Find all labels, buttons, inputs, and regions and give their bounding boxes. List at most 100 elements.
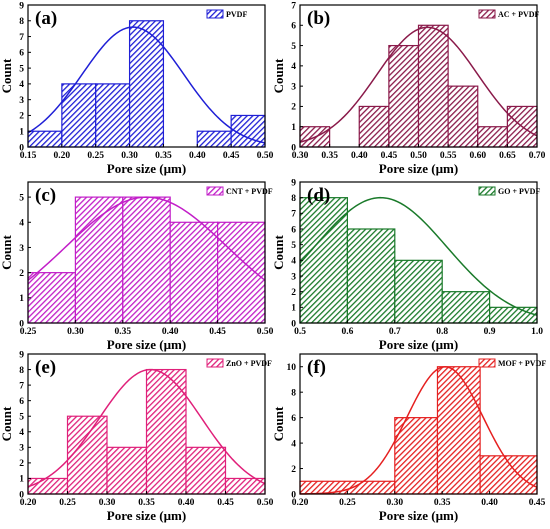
y-tick-label: 1: [291, 123, 296, 133]
panel-label: (c): [35, 185, 56, 206]
y-tick-label: 3: [19, 96, 24, 106]
histogram-bar: [185, 446, 227, 495]
y-tick-label: 4: [291, 62, 296, 72]
y-tick-label: 7: [291, 1, 296, 11]
y-tick-label: 9: [19, 1, 24, 11]
y-tick-label: 0: [19, 319, 24, 329]
histogram-bar: [417, 24, 449, 148]
fit-curve: [27, 26, 266, 144]
histogram-bar: [346, 228, 396, 324]
histogram-bar: [61, 83, 97, 148]
y-tick-label: 4: [291, 439, 296, 449]
legend-swatch: [478, 358, 496, 368]
x-tick-label: 0.25: [87, 151, 104, 161]
y-tick-label: 7: [291, 210, 296, 220]
histogram-bar: [230, 114, 266, 148]
y-tick-label: 0: [19, 490, 24, 500]
y-tick-label: 3: [291, 272, 296, 282]
x-tick-label: 0.40: [162, 327, 179, 337]
x-tick-label: 1.0: [531, 327, 543, 337]
y-tick-label: 5: [19, 64, 24, 74]
panel-label: (d): [307, 185, 330, 206]
histogram-bar: [27, 477, 69, 495]
histogram-bar: [447, 85, 479, 148]
histogram-bar: [145, 368, 187, 495]
panel-label: (b): [307, 8, 330, 29]
legend-swatch: [206, 186, 224, 196]
x-tick-label: 0.20: [292, 498, 309, 508]
histogram-bar: [299, 197, 349, 324]
y-tick-label: 1: [19, 128, 24, 138]
histogram-bar: [394, 259, 443, 324]
x-tick-label: 0.9: [484, 327, 496, 337]
x-tick-label: 0.7: [389, 327, 401, 337]
x-tick-label: 0.35: [155, 151, 172, 161]
x-axis-label: Pore size (µm): [379, 161, 458, 176]
panel-d: 0.5 0.6 0.7 0.8 0.9 1.0 0 1 2 3 4 5 6 7 8 9 Pore size (µ…: [271, 178, 543, 352]
x-tick-label: 0.70: [529, 151, 546, 161]
legend-swatch: [206, 358, 224, 368]
fit-curve: [27, 368, 266, 488]
x-tick-label: 0.25: [20, 327, 37, 337]
legend-label: GO + PVDF: [498, 187, 540, 196]
x-axis-label: Pore size (µm): [107, 508, 186, 523]
x-tick-label: 0.30: [386, 498, 403, 508]
panel-e: 0.20 0.25 0.30 0.35 0.40 0.45 0.50 0 1 2 3 4 5 6 7 8 9 Po…: [0, 350, 274, 523]
plot-frame: [27, 4, 266, 148]
legend-label: AC + PVDF: [498, 10, 540, 19]
y-axis-label: Count: [271, 58, 286, 93]
x-tick-label: 0.50: [257, 151, 274, 161]
histogram-bar: [27, 272, 77, 324]
panel-label: (a): [35, 8, 57, 29]
y-tick-label: 1: [19, 294, 24, 304]
x-tick-label: 0.30: [121, 151, 138, 161]
x-tick-label: 0.40: [178, 498, 195, 508]
plot-frame: [299, 181, 538, 324]
x-tick-label: 0.5: [294, 327, 306, 337]
x-tick-label: 0.35: [138, 498, 155, 508]
y-tick-label: 2: [19, 112, 24, 122]
panel-b: 0.30 0.35 0.40 0.45 0.50 0.55 0.60 0.65 0.70 0 1 2 3…: [271, 1, 546, 176]
y-tick-label: 2: [19, 269, 24, 279]
fit-curve: [299, 365, 538, 495]
panel-f: 0.20 0.25 0.30 0.35 0.40 0.45 0 2 4 6 8 10 Pore size…: [271, 353, 546, 523]
plot-frame: [299, 353, 538, 495]
y-tick-label: 7: [19, 33, 24, 43]
fit-curve: [299, 26, 538, 143]
histogram-bar: [388, 44, 420, 148]
y-tick-label: 0: [291, 143, 296, 153]
histogram-bar: [358, 105, 390, 148]
x-tick-label: 0.55: [440, 151, 457, 161]
y-tick-label: 0: [291, 490, 296, 500]
y-tick-label: 6: [291, 225, 296, 235]
x-tick-label: 0.35: [434, 498, 451, 508]
y-axis-label: Count: [0, 58, 14, 93]
x-axis-label: Pore size (µm): [379, 337, 458, 352]
y-tick-label: 8: [19, 17, 24, 27]
x-tick-label: 0.35: [321, 151, 338, 161]
histogram-bar: [128, 20, 165, 148]
y-tick-label: 9: [291, 178, 296, 188]
y-axis-label: Count: [0, 234, 14, 269]
x-tick-label: 0.25: [59, 498, 76, 508]
histogram-bar: [27, 130, 63, 148]
x-axis-label: Pore size (µm): [107, 161, 186, 176]
x-tick-label: 0.25: [339, 498, 356, 508]
y-tick-label: 8: [19, 366, 24, 376]
x-axis-label: Pore size (µm): [379, 508, 458, 523]
y-tick-label: 7: [19, 381, 24, 391]
y-tick-label: 4: [19, 80, 24, 90]
x-tick-label: 0.50: [257, 498, 274, 508]
y-tick-label: 1: [19, 475, 24, 485]
x-tick-label: 0.45: [381, 151, 398, 161]
y-tick-label: 0: [291, 319, 296, 329]
y-tick-label: 4: [291, 257, 296, 267]
x-tick-label: 0.45: [217, 498, 234, 508]
histogram-bar: [436, 366, 481, 495]
histogram-bar: [477, 126, 508, 148]
y-tick-label: 4: [19, 219, 24, 229]
x-axis-label: Pore size (µm): [107, 337, 186, 352]
x-tick-label: 0.45: [209, 327, 226, 337]
histogram-bar: [74, 196, 124, 324]
